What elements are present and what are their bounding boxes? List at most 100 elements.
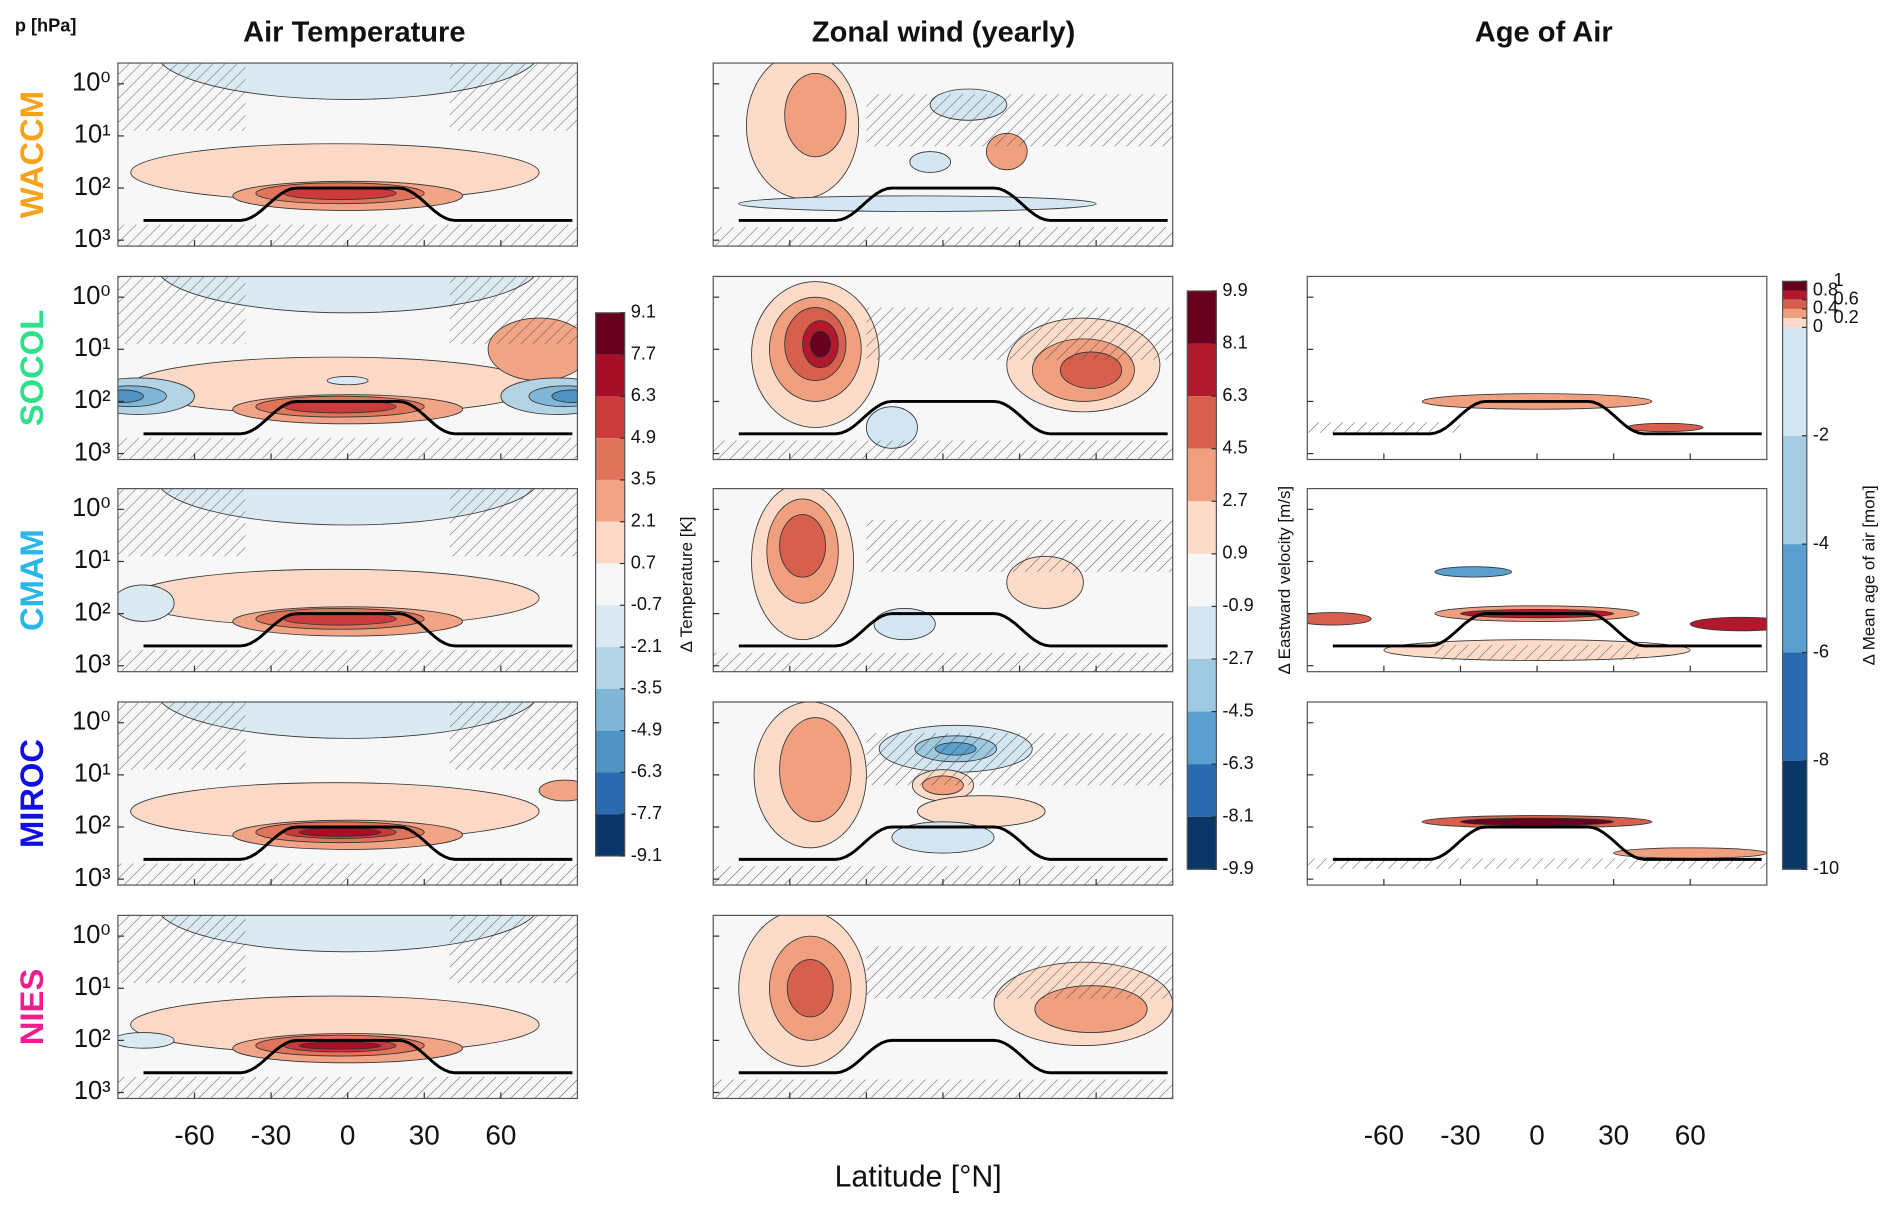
x-tick-label: -30 [251, 1120, 291, 1151]
colorbar-band [595, 438, 625, 480]
contour-region [909, 151, 952, 173]
contour-panel [117, 276, 578, 460]
colorbar-tick-label: -0.7 [631, 594, 662, 614]
contour-panel [713, 63, 1173, 247]
tropopause-line [143, 186, 573, 222]
colorbar-tick-label: 3.5 [631, 469, 656, 489]
contour-panel [1307, 815, 1767, 869]
colorbar-band [1187, 553, 1217, 607]
y-tick-label: 10¹ [74, 334, 111, 362]
colorbar-band [595, 354, 625, 397]
model-name: MIROC [13, 739, 50, 848]
colorbar-frame [1186, 290, 1217, 870]
colorbar-band [1782, 290, 1807, 300]
significance-hatch [713, 440, 1173, 460]
contour-panel [117, 701, 578, 886]
colorbar-band [1187, 290, 1217, 344]
tropopause-line [1332, 825, 1762, 861]
y-tick-label: 10¹ [74, 760, 111, 788]
x-tick-label: -60 [1364, 1120, 1404, 1151]
colorbar-band [595, 647, 625, 689]
model-name: WACCM [13, 91, 50, 218]
tropopause-line [738, 399, 1168, 436]
contour-region [1434, 566, 1512, 578]
y-tick-label: 10¹ [74, 546, 111, 574]
contour-panel [713, 701, 1173, 886]
significance-hatch [449, 488, 578, 557]
colorbar-tick-label: 0.2 [1833, 307, 1858, 327]
significance-hatch [117, 276, 246, 345]
significance-hatch [713, 652, 1173, 672]
contour-region [551, 389, 578, 403]
colorbar-band [1782, 299, 1807, 309]
colorbar-band [1187, 396, 1217, 449]
colorbar-tick-label: -0.9 [1222, 595, 1253, 615]
colorbar-tick-label: -4.5 [1222, 700, 1253, 720]
colorbar-band [1782, 652, 1807, 761]
contour-region [298, 827, 382, 837]
colorbar-tick-label: 4.9 [631, 427, 656, 447]
significance-hatch [117, 915, 246, 984]
model-name: SOCOL [13, 310, 50, 426]
tropopause-line [143, 825, 573, 861]
contour-region [779, 514, 826, 578]
contour-region [298, 1041, 382, 1050]
model-name: CMAM [13, 529, 50, 631]
significance-hatch [117, 1076, 578, 1099]
y-tick-label: 10² [74, 1025, 111, 1053]
contour-panel [1307, 393, 1762, 436]
colorbar-tick-label: 0 [1813, 316, 1823, 336]
colorbar-band [595, 730, 625, 773]
contour-region [160, 63, 535, 100]
y-tick-label: 10⁰ [72, 494, 111, 522]
significance-hatch [866, 94, 1173, 147]
significance-hatch [117, 863, 578, 886]
significance-hatch [449, 915, 578, 984]
colorbar-band [1187, 343, 1217, 397]
colorbar-band [1187, 764, 1217, 817]
x-tick-label: 60 [485, 1120, 516, 1151]
colorbar-frame [1781, 280, 1808, 870]
contour-region [160, 488, 535, 526]
tropopause-line [143, 399, 573, 436]
colorbar-tick-label: 7.7 [631, 343, 656, 363]
tropopause-line [738, 186, 1168, 222]
significance-hatch [449, 63, 578, 131]
colorbar-label: Δ Eastward velocity [m/s] [1275, 486, 1294, 675]
colorbar-tick-label: 4.5 [1222, 438, 1247, 458]
colorbar-band [1782, 544, 1807, 653]
contour-panel [713, 276, 1173, 460]
contour-region [873, 607, 936, 641]
colorbar-tick-label: 1 [1833, 270, 1843, 290]
y-tick-label: 10⁰ [72, 282, 111, 310]
contour-region [1625, 422, 1704, 433]
colorbar-band [595, 688, 625, 731]
colorbar-band [1187, 659, 1217, 712]
y-axis-label: p [hPa] [15, 15, 77, 35]
colorbar-tick-label: 6.3 [1222, 385, 1247, 405]
colorbar-tick-label: -8 [1813, 750, 1829, 770]
colorbar-band [595, 814, 625, 856]
y-tick-label: 10² [74, 386, 111, 414]
colorbar-tick-label: -6 [1813, 641, 1829, 661]
colorbar-tick-label: -2.7 [1222, 648, 1253, 668]
colorbar-tick-label: -4.9 [631, 719, 662, 739]
contour-region [891, 821, 995, 854]
colorbar-band [1782, 281, 1807, 291]
contour-region [738, 195, 1097, 212]
colorbar-tick-label: -9.1 [631, 845, 662, 865]
significance-hatch [713, 227, 1173, 247]
contour-panel [1307, 566, 1767, 661]
contour-region [784, 72, 847, 158]
y-tick-label: 10⁰ [72, 921, 111, 949]
contour-region [160, 701, 535, 739]
colorbar-tick-label: -3.5 [631, 678, 662, 698]
significance-hatch [117, 650, 578, 672]
colorbar-tick-label: 8.1 [1222, 332, 1247, 352]
contour-region [1460, 817, 1615, 826]
y-tick-label: 10¹ [74, 973, 111, 1001]
significance-hatch [1434, 644, 1640, 661]
significance-hatch [449, 701, 578, 770]
contour-region [779, 717, 852, 823]
contour-region [160, 276, 535, 314]
